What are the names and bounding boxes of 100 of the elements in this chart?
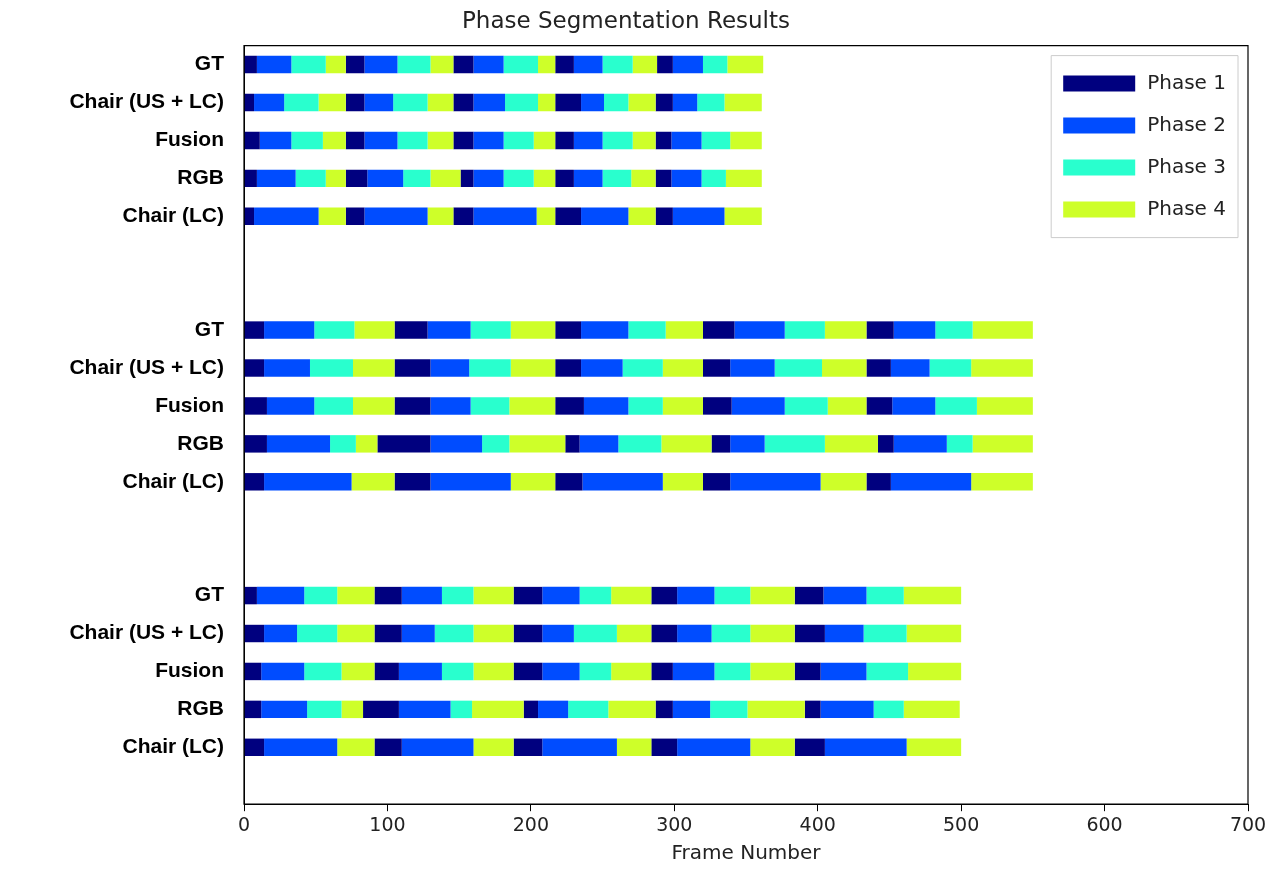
bar: [724, 207, 762, 226]
bar: [655, 700, 673, 719]
bar: [510, 359, 556, 377]
bar: [430, 55, 454, 74]
bar: [820, 473, 867, 491]
bar: [725, 169, 762, 188]
bar: [510, 473, 556, 491]
bar: [701, 131, 731, 150]
bar: [538, 55, 556, 74]
bar: [244, 435, 267, 453]
bar: [565, 435, 580, 453]
bar: [820, 700, 874, 719]
bar: [972, 321, 1033, 339]
bar: [702, 55, 728, 74]
bar: [266, 397, 315, 415]
y-tick-label: GT: [194, 582, 225, 606]
bar: [804, 700, 821, 719]
bar: [374, 586, 402, 605]
bar: [473, 624, 514, 643]
bar: [827, 397, 867, 415]
bar: [794, 586, 824, 605]
bar: [702, 473, 731, 491]
bar: [244, 586, 257, 605]
bar: [256, 169, 296, 188]
bar: [309, 359, 354, 377]
bar: [662, 397, 703, 415]
bar: [403, 169, 431, 188]
x-tick-label: 400: [799, 812, 836, 835]
bar: [453, 207, 474, 226]
bar: [672, 55, 703, 74]
bar: [374, 624, 402, 643]
bar: [710, 700, 748, 719]
y-tick-label: Chair (LC): [122, 734, 224, 758]
y-tick-label: Chair (US + LC): [69, 89, 224, 113]
bar: [727, 55, 764, 74]
bar: [631, 169, 656, 188]
bar: [731, 397, 785, 415]
bar: [295, 169, 326, 188]
bar: [430, 359, 470, 377]
bar: [976, 397, 1033, 415]
bar: [866, 321, 894, 339]
bar: [890, 359, 930, 377]
bar: [473, 738, 514, 757]
bar: [632, 131, 656, 150]
bar: [697, 93, 725, 112]
bar: [244, 169, 257, 188]
bar: [397, 131, 428, 150]
bar: [453, 93, 474, 112]
bar: [555, 55, 574, 74]
bar: [903, 700, 960, 719]
bar: [784, 397, 828, 415]
bar: [632, 55, 658, 74]
bar: [677, 624, 712, 643]
bar: [244, 359, 265, 377]
x-tick-label: 700: [1229, 812, 1267, 835]
bar: [394, 473, 431, 491]
bar: [866, 359, 891, 377]
bar: [473, 131, 504, 150]
bar: [971, 473, 1033, 491]
bar: [510, 321, 556, 339]
bar: [555, 131, 574, 150]
bar: [662, 473, 703, 491]
bar: [341, 662, 375, 681]
bar: [583, 397, 629, 415]
bar: [665, 321, 703, 339]
bar: [401, 738, 474, 757]
bar: [254, 93, 285, 112]
bar: [341, 700, 364, 719]
bar: [533, 131, 556, 150]
bar: [318, 207, 346, 226]
bar: [291, 131, 323, 150]
bar: [354, 321, 395, 339]
bar: [622, 359, 663, 377]
bar: [505, 93, 539, 112]
bar: [503, 169, 534, 188]
bar: [671, 131, 702, 150]
bar: [470, 321, 511, 339]
bar: [469, 359, 511, 377]
bar: [264, 473, 352, 491]
bar: [877, 435, 894, 453]
bar: [398, 700, 451, 719]
bar: [555, 359, 582, 377]
bar: [503, 55, 539, 74]
bar: [702, 321, 735, 339]
bar: [430, 169, 461, 188]
bar: [264, 624, 298, 643]
bar: [244, 624, 265, 643]
bar: [628, 207, 656, 226]
bar: [453, 131, 474, 150]
bar: [244, 207, 255, 226]
bar: [602, 131, 633, 150]
bar: [284, 93, 319, 112]
bar: [244, 321, 265, 339]
bar: [363, 700, 399, 719]
bar: [345, 169, 368, 188]
y-tick-label: Chair (LC): [122, 203, 224, 227]
bar: [401, 586, 442, 605]
bar: [345, 93, 365, 112]
bar: [470, 397, 510, 415]
bar: [533, 169, 556, 188]
